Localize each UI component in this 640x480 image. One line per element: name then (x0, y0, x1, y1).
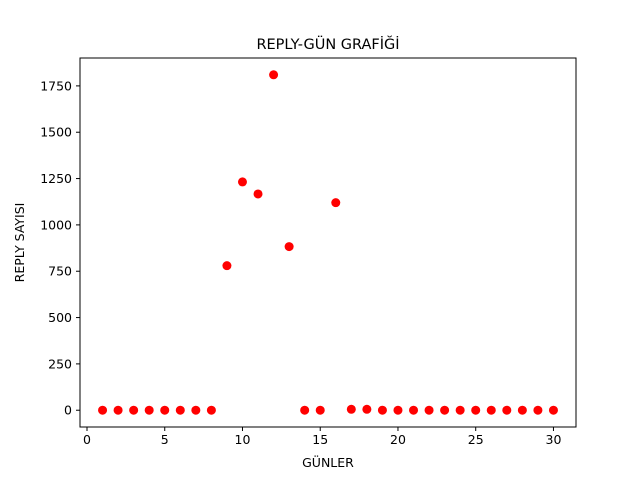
x-tick-label: 30 (546, 432, 562, 447)
data-point (284, 242, 294, 252)
data-point (331, 198, 341, 208)
data-point (471, 405, 481, 415)
x-tick-label: 15 (312, 432, 328, 447)
data-point (346, 404, 356, 414)
data-point (269, 70, 279, 80)
chart-title: REPLY-GÜN GRAFİĞİ (256, 35, 399, 53)
data-point (315, 405, 325, 415)
data-point (502, 405, 512, 415)
data-point (455, 405, 465, 415)
x-tick-label: 10 (235, 432, 251, 447)
data-point (377, 405, 387, 415)
y-tick-label: 1500 (40, 125, 72, 140)
data-point (486, 405, 496, 415)
x-axis-label: GÜNLER (302, 454, 354, 470)
x-tick-label: 25 (468, 432, 484, 447)
data-point (113, 405, 123, 415)
data-point (409, 405, 419, 415)
y-tick-label: 1000 (40, 217, 72, 232)
data-point (129, 405, 139, 415)
y-axis-label: REPLY SAYISI (12, 203, 27, 283)
y-tick-label: 750 (48, 264, 72, 279)
data-point (362, 404, 372, 414)
data-point (175, 405, 185, 415)
x-axis-ticks: 0 5 10 15 20 25 30 (83, 427, 561, 447)
y-tick-label: 500 (48, 310, 72, 325)
plot-frame (79, 57, 577, 428)
data-point (548, 405, 558, 415)
data-point (440, 405, 450, 415)
y-tick-label: 250 (48, 356, 72, 371)
data-point (144, 405, 154, 415)
x-tick-label: 0 (83, 432, 91, 447)
data-point (206, 405, 216, 415)
y-axis-ticks: 0 250 500 750 1000 1250 1500 1750 (40, 78, 80, 418)
y-tick-label: 1750 (40, 78, 72, 93)
scatter-points (98, 70, 558, 415)
data-point (160, 405, 170, 415)
x-tick-label: 5 (161, 432, 169, 447)
data-point (237, 177, 247, 187)
data-point (253, 189, 263, 199)
data-point (222, 261, 232, 271)
x-tick-label: 20 (390, 432, 406, 447)
data-point (424, 405, 434, 415)
data-point (300, 405, 310, 415)
data-point (533, 405, 543, 415)
data-point (98, 405, 108, 415)
y-tick-label: 1250 (40, 171, 72, 186)
y-tick-label: 0 (64, 403, 72, 418)
data-point (393, 405, 403, 415)
data-point (191, 405, 201, 415)
data-point (517, 405, 527, 415)
